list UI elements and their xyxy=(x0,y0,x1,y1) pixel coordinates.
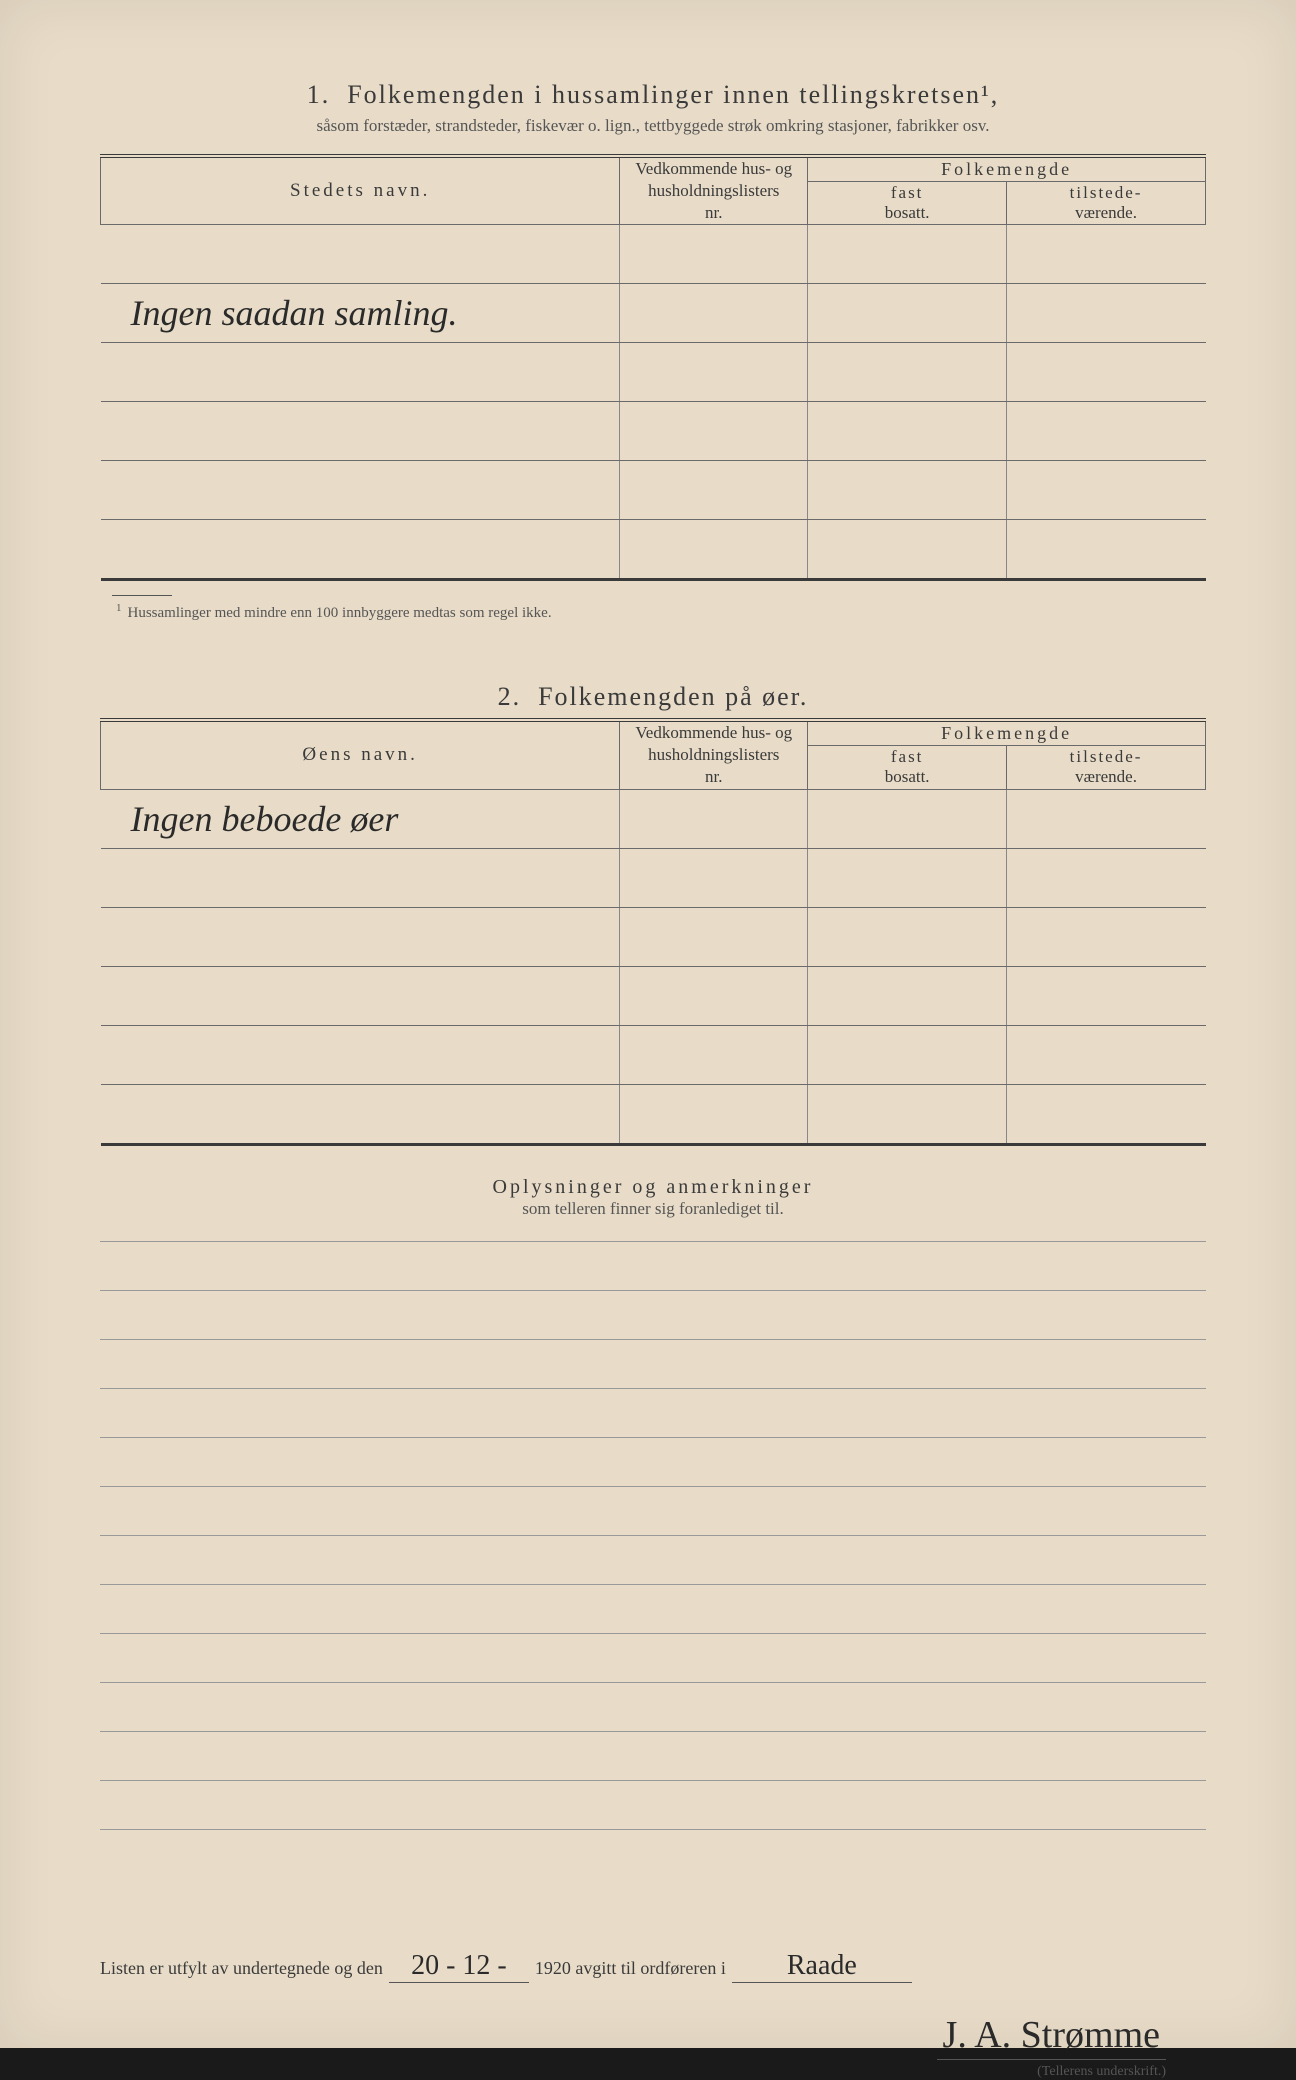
section-1-handwritten: Ingen saadan samling. xyxy=(131,293,458,333)
section-2-body: Ingen beboede øer xyxy=(101,789,1206,1144)
sig-mid: avgitt til ordføreren i xyxy=(575,1958,725,1979)
col-tilstede: tilstede- værende. xyxy=(1007,181,1206,225)
sig-year: 1920 xyxy=(535,1958,571,1979)
col-fast: fast bosatt. xyxy=(808,181,1007,225)
footnote-text: Hussamlinger med mindre enn 100 innbygge… xyxy=(128,605,552,621)
sig-date: 20 - 12 - xyxy=(403,1950,515,1981)
col-til-l2: værende. xyxy=(1075,203,1137,222)
section-1-body: Ingen saadan samling. xyxy=(101,225,1206,580)
sig-place: Raade xyxy=(779,1950,865,1981)
col-fast-l1: fast xyxy=(891,183,924,202)
footnote-rule xyxy=(112,595,172,596)
col-til-l1: tilstede- xyxy=(1070,183,1143,202)
col-nr-l3: nr. xyxy=(705,203,722,222)
section-2-handwritten: Ingen beboede øer xyxy=(131,799,399,839)
sig-prefix: Listen er utfylt av undertegnede og den xyxy=(100,1958,383,1979)
col-folkemengde-2: Folkemengde xyxy=(808,720,1206,745)
signature-caption: (Tellerens underskrift.) xyxy=(100,2064,1166,2080)
section-1-footnote: 1Hussamlinger med mindre enn 100 innbygg… xyxy=(116,602,1206,622)
signature-area: Listen er utfylt av undertegnede og den … xyxy=(100,1950,1206,2080)
section-2-number: 2. xyxy=(498,682,522,711)
col2-til-l1: tilstede- xyxy=(1070,747,1143,766)
col-fast-2: fast bosatt. xyxy=(808,745,1007,789)
col-folkemengde: Folkemengde xyxy=(808,156,1206,181)
col2-nr-l3: nr. xyxy=(705,767,722,786)
col2-nr-l1: Vedkommende hus- og xyxy=(635,723,792,742)
col2-fast-l1: fast xyxy=(891,747,924,766)
col-nr-l1: Vedkommende hus- og xyxy=(635,159,792,178)
section-1: 1. Folkemengden i hussamlinger innen tel… xyxy=(100,80,1206,622)
signature-name: J. A. Strømme xyxy=(937,2013,1166,2060)
section-1-number: 1. xyxy=(307,80,331,109)
sig-date-blank: 20 - 12 - xyxy=(389,1950,529,1983)
section-3-title: Oplysninger og anmerkninger xyxy=(100,1176,1206,1199)
signature-block: J. A. Strømme (Tellerens underskrift.) xyxy=(100,2013,1206,2080)
section-2: 2. Folkemengden på øer. Øens navn. Vedko… xyxy=(100,682,1206,1145)
signature-line: Listen er utfylt av undertegnede og den … xyxy=(100,1950,1206,1983)
section-1-title-text: Folkemengden i hussamlinger innen tellin… xyxy=(347,80,999,109)
notes-lines xyxy=(100,1241,1206,1830)
col-hus-nr-2: Vedkommende hus- og husholdningslisters … xyxy=(620,720,808,789)
col2-nr-l2: husholdningslisters xyxy=(648,745,779,764)
document-page: 1. Folkemengden i hussamlinger innen tel… xyxy=(0,0,1296,2048)
col-hus-nr: Vedkommende hus- og husholdningslisters … xyxy=(620,156,808,225)
col-stedets-navn: Stedets navn. xyxy=(101,156,620,225)
section-2-title: 2. Folkemengden på øer. xyxy=(100,682,1206,712)
col-oens-navn: Øens navn. xyxy=(101,720,620,789)
section-1-title: 1. Folkemengden i hussamlinger innen tel… xyxy=(100,80,1206,110)
section-2-table: Øens navn. Vedkommende hus- og husholdni… xyxy=(100,718,1206,1145)
col2-til-l2: værende. xyxy=(1075,767,1137,786)
col-fast-l2: bosatt. xyxy=(885,203,930,222)
section-3: Oplysninger og anmerkninger som telleren… xyxy=(100,1176,1206,1830)
section-2-title-text: Folkemengden på øer. xyxy=(538,682,808,711)
col-nr-l2: husholdningslisters xyxy=(648,181,779,200)
col-tilstede-2: tilstede- værende. xyxy=(1007,745,1206,789)
section-1-subtitle: såsom forstæder, strandsteder, fiskevær … xyxy=(100,116,1206,136)
section-1-table: Stedets navn. Vedkommende hus- og hushol… xyxy=(100,154,1206,581)
col2-fast-l2: bosatt. xyxy=(885,767,930,786)
sig-place-blank: Raade xyxy=(732,1950,912,1983)
section-3-subtitle: som telleren finner sig foranlediget til… xyxy=(100,1199,1206,1219)
